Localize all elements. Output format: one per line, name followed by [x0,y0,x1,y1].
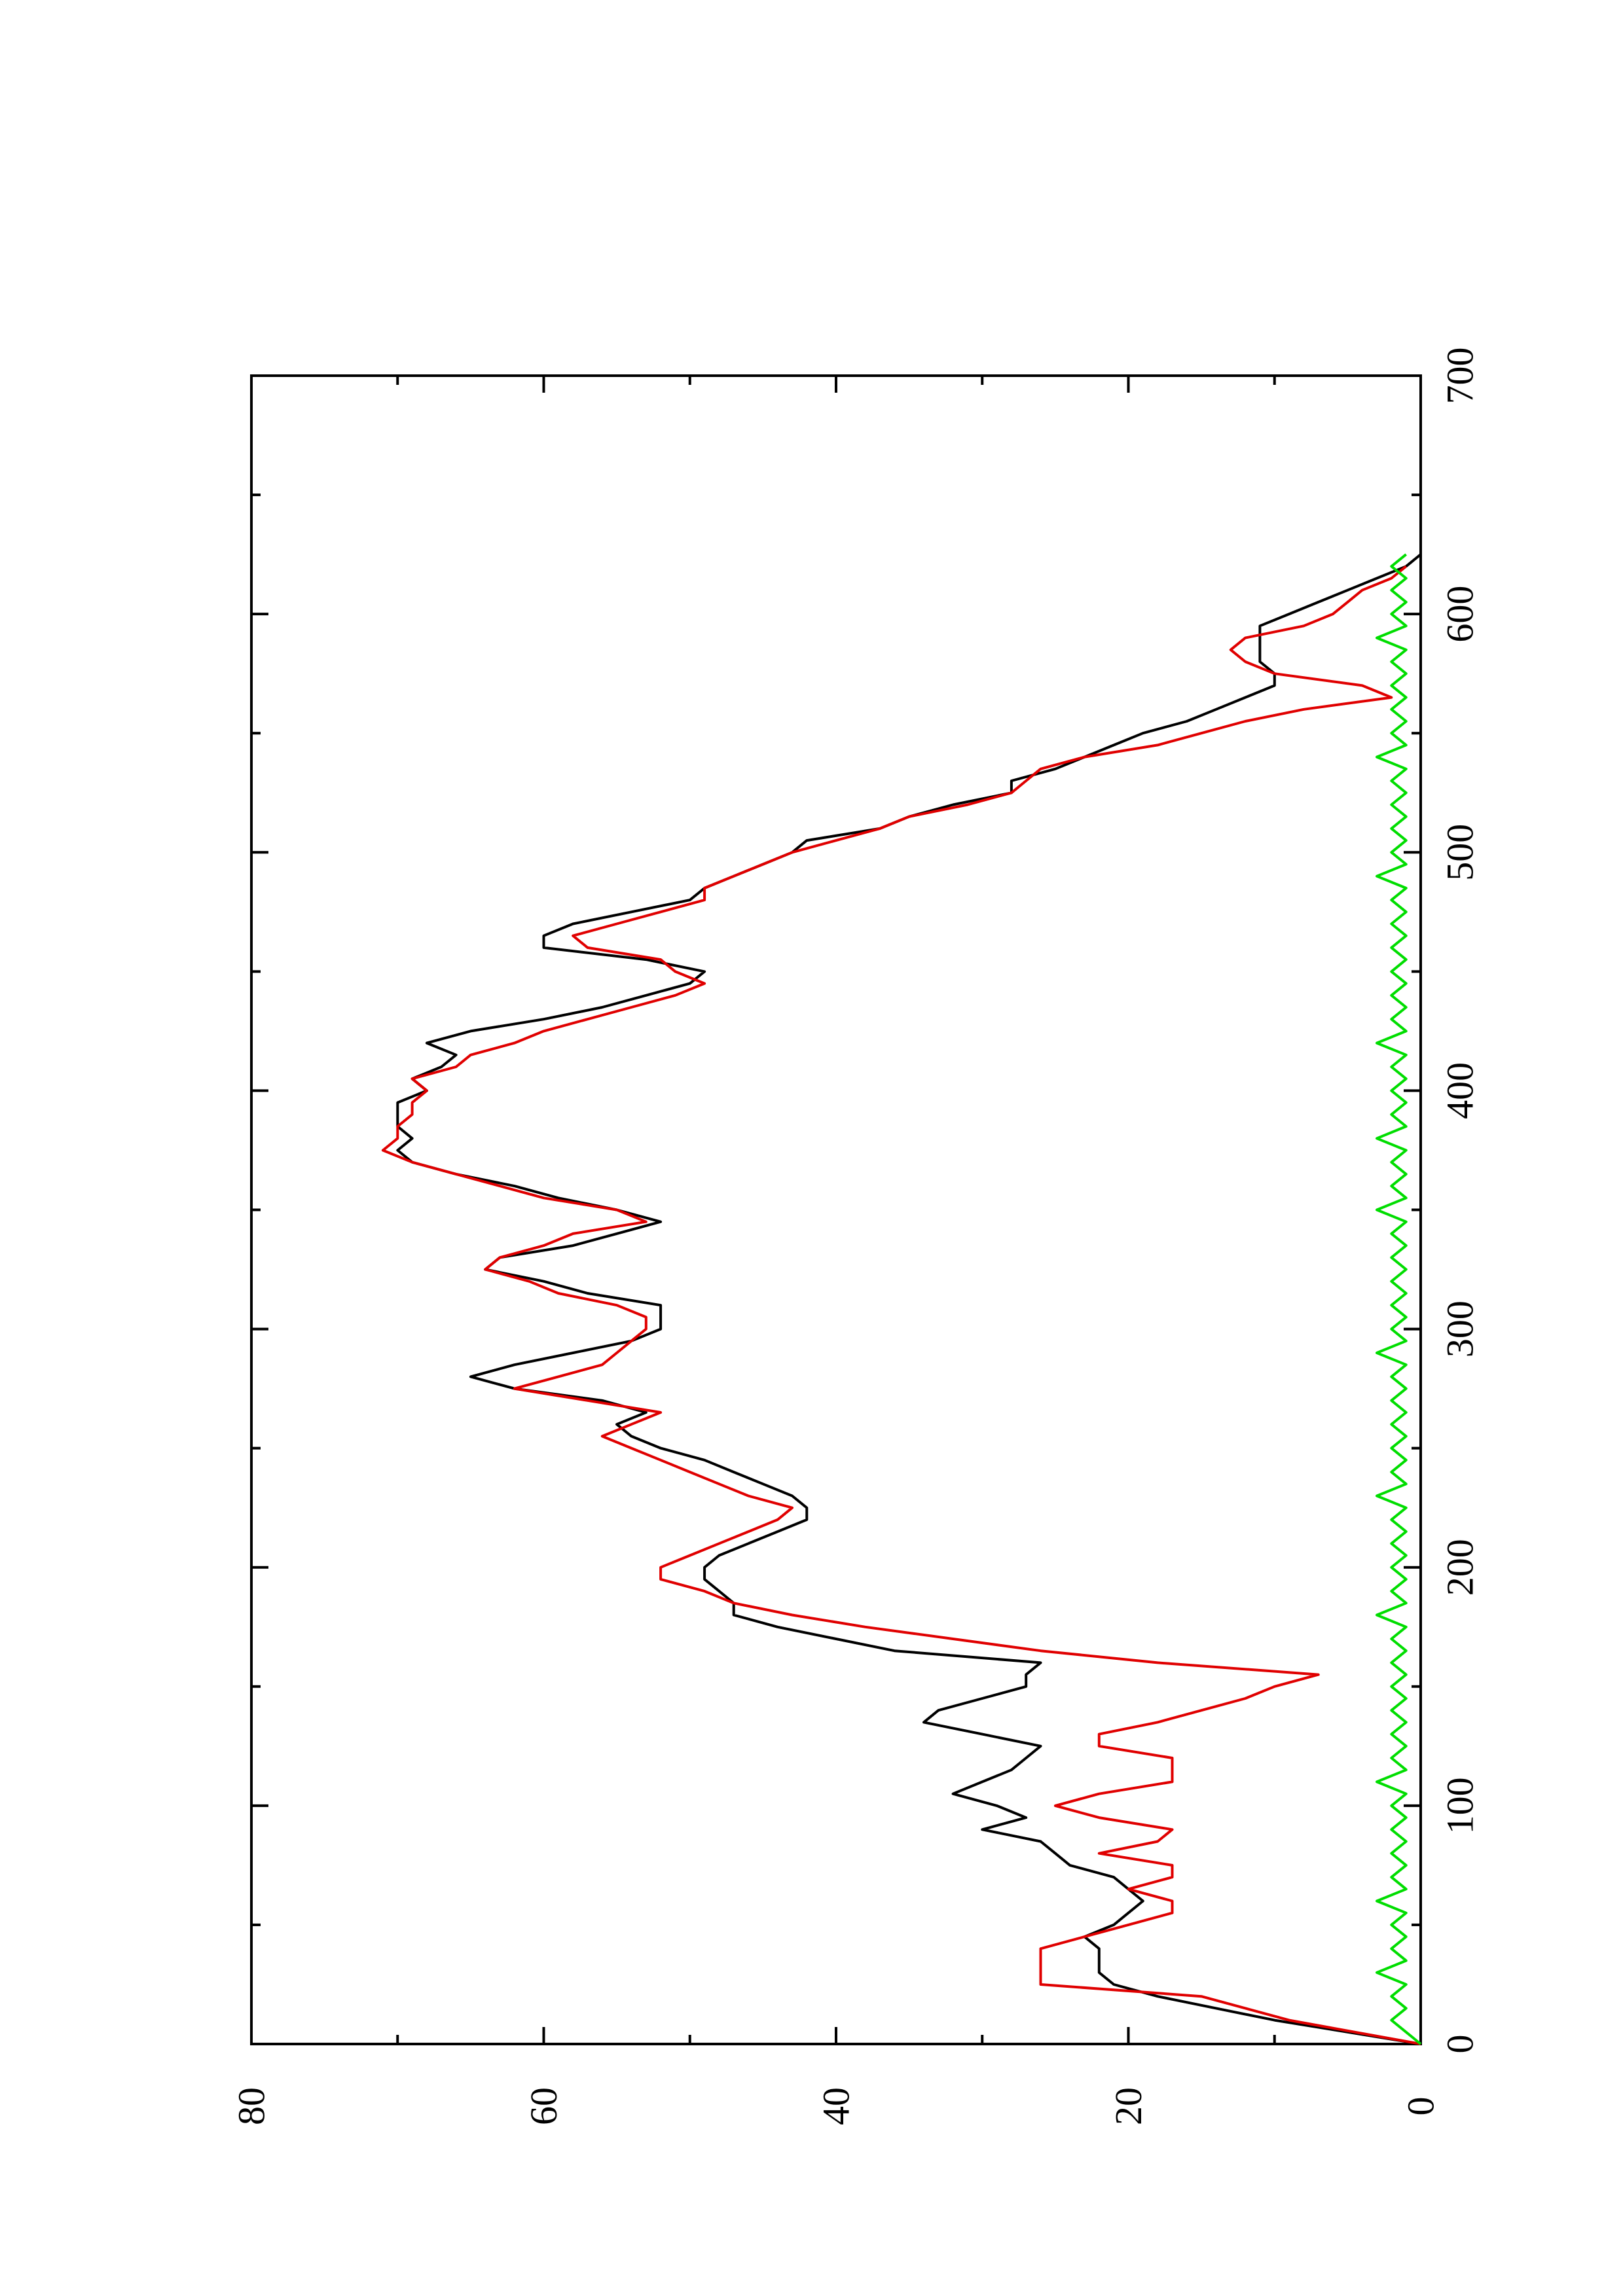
x-tick-label: 200 [1439,1539,1482,1596]
plot-frame [250,374,1422,2045]
series-line-2 [381,565,1421,2045]
x-tick-label: 700 [1439,348,1482,404]
x-tick-label: 300 [1439,1300,1482,1357]
y-tick-label: 20 [1107,2087,1150,2125]
y-tick-label: 0 [1400,2097,1442,2116]
x-tick-label: 500 [1439,824,1482,881]
y-tick-label: 60 [522,2087,565,2125]
x-tick-label: 400 [1439,1062,1482,1119]
y-tick-label: 40 [815,2087,858,2125]
series-line-1 [396,553,1422,2045]
series-group [381,553,1422,2045]
series-line-3 [1376,553,1422,2045]
x-tick-label: 600 [1439,586,1482,643]
axis-tick-labels: 0 100 200 300 400 500 600 700 0 20 40 60 80 [230,348,1482,2126]
x-tick-label: 100 [1439,1777,1482,1834]
axis-ticks [250,374,1422,2045]
x-tick-label: 0 [1439,2035,1482,2054]
y-tick-label: 80 [230,2087,273,2125]
